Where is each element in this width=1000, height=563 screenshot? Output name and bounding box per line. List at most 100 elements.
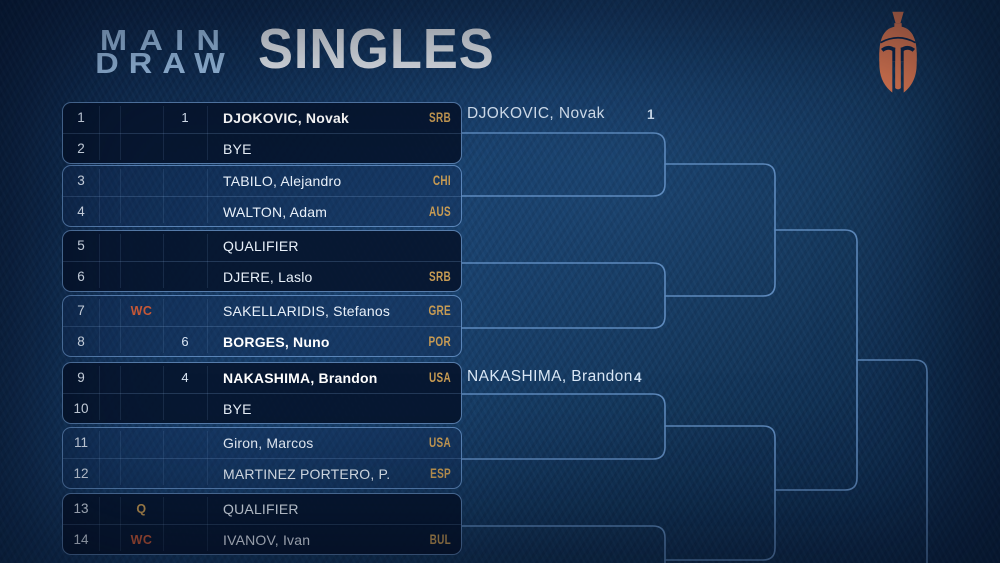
player-name: BYE — [223, 141, 252, 157]
player-name: Giron, Marcos — [223, 435, 314, 451]
player-row: 7 WC SAKELLARIDIS, Stefanos GRE — [63, 296, 461, 326]
entry-type-badge: WC — [130, 533, 153, 547]
cell-divider — [99, 299, 100, 353]
seed-number — [163, 394, 207, 424]
draw-position: 10 — [73, 401, 89, 416]
cell-divider — [207, 169, 208, 223]
cell-divider — [163, 169, 164, 223]
match-box: 1 1 DJOKOVIC, Novak SRB 2 BYE — [62, 102, 462, 164]
cell-divider — [99, 366, 100, 420]
entry-type-badge: WC — [130, 304, 153, 318]
cell-divider — [120, 366, 121, 420]
draw-position: 5 — [77, 238, 85, 253]
cell-divider — [120, 497, 121, 551]
player-name: WALTON, Adam — [223, 204, 328, 220]
cell-divider — [207, 299, 208, 353]
advancer-name: NAKASHIMA, Brandon — [467, 368, 633, 385]
draw-position: 14 — [73, 532, 89, 547]
cell-divider — [207, 234, 208, 288]
player-name: MARTINEZ PORTERO, P. — [223, 466, 391, 482]
match-box: 13 Q QUALIFIER 14 WC IVANOV, Ivan BUL — [62, 493, 462, 555]
seed-number — [163, 459, 207, 489]
player-row: 1 1 DJOKOVIC, Novak SRB — [63, 103, 461, 133]
draw-position: 1 — [77, 110, 85, 125]
player-name: DJOKOVIC, Novak — [223, 110, 349, 126]
country-code: SRB — [429, 269, 451, 284]
cell-divider — [120, 106, 121, 160]
draw-position: 13 — [73, 501, 89, 516]
cell-divider — [120, 299, 121, 353]
match-box: 3 TABILO, Alejandro CHI 4 WALTON, Adam A… — [62, 165, 462, 227]
bracket-line-match7 — [461, 525, 666, 563]
draw-position: 6 — [77, 269, 85, 284]
cell-divider — [163, 497, 164, 551]
player-row: 10 BYE — [63, 393, 461, 424]
draw-position: 7 — [77, 303, 85, 318]
match-box: 5 QUALIFIER 6 DJERE, Laslo SRB — [62, 230, 462, 292]
entry-type-badge — [120, 166, 163, 196]
cell-divider — [99, 106, 100, 160]
spartan-helmet-icon — [872, 4, 924, 109]
player-row: 3 TABILO, Alejandro CHI — [63, 166, 461, 196]
country-code — [417, 494, 451, 524]
cell-divider — [163, 234, 164, 288]
entry-type-badge — [120, 394, 163, 424]
country-code — [417, 134, 451, 164]
country-code: USA — [429, 435, 451, 450]
cell-divider — [163, 366, 164, 420]
page-title: SINGLES — [258, 17, 495, 81]
entry-type-badge — [120, 197, 163, 227]
cell-divider — [207, 431, 208, 485]
country-code: SRB — [429, 110, 451, 125]
player-name: BYE — [223, 401, 252, 417]
player-name: TABILO, Alejandro — [223, 173, 342, 189]
seed-number — [163, 166, 207, 196]
seed-number — [163, 197, 207, 227]
draw-position: 9 — [77, 370, 85, 385]
country-code — [417, 231, 451, 261]
cell-divider — [163, 299, 164, 353]
player-row: 13 Q QUALIFIER — [63, 494, 461, 524]
bracket-join-r2-3 — [461, 393, 666, 460]
seed-number — [163, 134, 207, 164]
cell-divider — [120, 169, 121, 223]
player-name: BORGES, Nuno — [223, 334, 330, 350]
entry-type-badge — [120, 262, 163, 292]
player-row: 9 4 NAKASHIMA, Brandon USA — [63, 363, 461, 393]
title-main: MAIN — [100, 25, 233, 57]
cell-divider — [99, 169, 100, 223]
advancer-seed: 4 — [634, 370, 642, 385]
country-code: ESP — [430, 466, 451, 481]
country-code: POR — [428, 334, 451, 349]
advancer-label: NAKASHIMA, Brandon 4 — [467, 368, 642, 386]
entry-type-badge — [120, 459, 163, 489]
player-row: 14 WC IVANOV, Ivan BUL — [63, 524, 461, 555]
player-row: 11 Giron, Marcos USA — [63, 428, 461, 458]
player-row: 2 BYE — [63, 133, 461, 164]
seed-number: 4 — [181, 370, 189, 385]
draw-position: 4 — [77, 204, 85, 219]
country-code — [417, 394, 451, 424]
country-code: BUL — [429, 532, 451, 547]
cell-divider — [99, 234, 100, 288]
player-row: 5 QUALIFIER — [63, 231, 461, 261]
seed-number — [163, 262, 207, 292]
bracket-join-r2-1 — [461, 132, 666, 197]
player-row: 4 WALTON, Adam AUS — [63, 196, 461, 227]
cell-divider — [163, 431, 164, 485]
match-box: 7 WC SAKELLARIDIS, Stefanos GRE 8 6 BORG… — [62, 295, 462, 357]
cell-divider — [99, 431, 100, 485]
player-row: 12 MARTINEZ PORTERO, P. ESP — [63, 458, 461, 489]
country-code: AUS — [429, 204, 451, 219]
entry-type-badge — [120, 428, 163, 458]
entry-type-badge — [120, 231, 163, 261]
country-code: USA — [429, 370, 451, 385]
cell-divider — [207, 366, 208, 420]
match-box: 9 4 NAKASHIMA, Brandon USA 10 BYE — [62, 362, 462, 424]
player-name: DJERE, Laslo — [223, 269, 313, 285]
seed-number — [163, 428, 207, 458]
player-name: SAKELLARIDIS, Stefanos — [223, 303, 391, 319]
entry-type-badge: Q — [136, 502, 147, 516]
country-code: CHI — [432, 173, 451, 188]
